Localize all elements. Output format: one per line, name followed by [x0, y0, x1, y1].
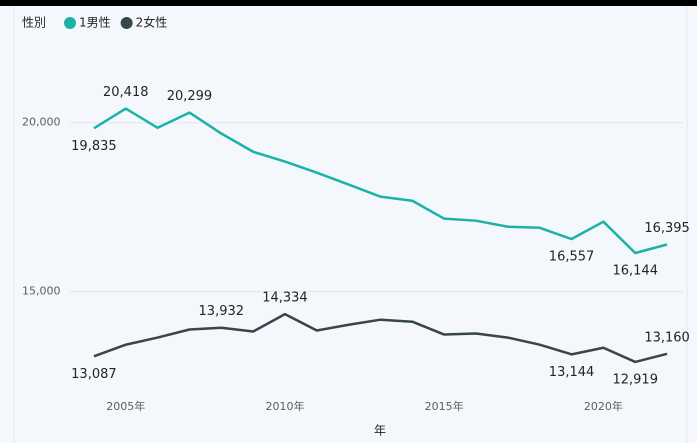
- x-axis-title: 年: [374, 424, 386, 438]
- series-line: [93, 312, 668, 364]
- series-line: [93, 107, 668, 255]
- y-tick-label: 20,000: [22, 116, 61, 129]
- y-tick-label: 15,000: [22, 285, 61, 298]
- top-bar: [0, 0, 697, 6]
- data-label: 19,835: [71, 139, 117, 154]
- data-label: 13,932: [199, 304, 245, 319]
- data-label: 13,144: [549, 365, 595, 380]
- data-label: 20,418: [103, 85, 149, 100]
- data-label: 20,299: [167, 89, 213, 104]
- background: [0, 6, 697, 443]
- data-label: 16,395: [644, 221, 690, 236]
- data-label: 12,919: [612, 372, 658, 387]
- legend-label: 2女性: [136, 15, 168, 30]
- legend-title: 性別: [22, 16, 46, 30]
- x-tick-label: 2010年: [265, 399, 304, 413]
- x-tick-label: 2015年: [425, 399, 464, 413]
- legend-swatch: [64, 17, 76, 29]
- x-tick-label: 2020年: [584, 399, 623, 413]
- data-label: 16,557: [549, 250, 595, 265]
- x-tick-label: 2005年: [106, 399, 145, 413]
- legend-swatch: [120, 17, 133, 29]
- data-label: 13,087: [71, 367, 117, 382]
- data-label: 13,160: [644, 330, 690, 345]
- data-label: 14,334: [262, 291, 308, 306]
- data-label: 16,144: [612, 263, 658, 278]
- legend-label: 1男性: [79, 16, 111, 30]
